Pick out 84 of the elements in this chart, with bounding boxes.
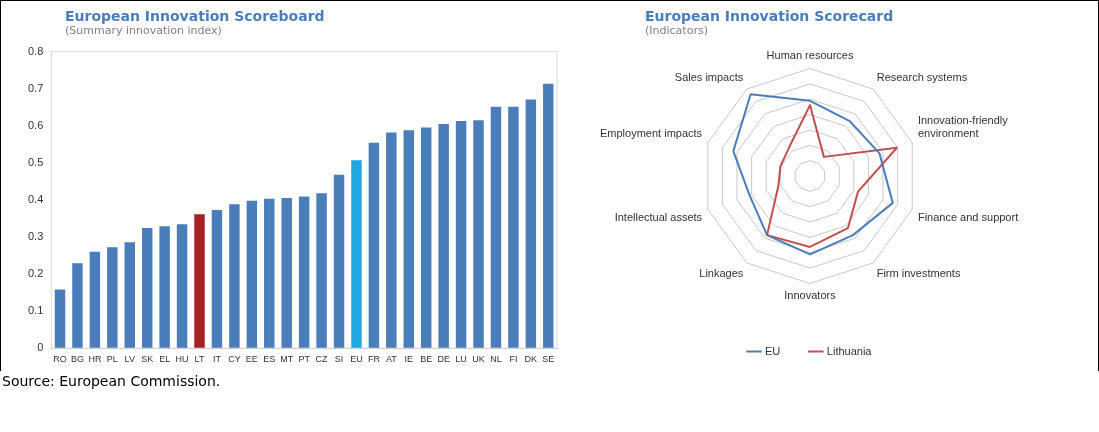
bar [473, 120, 484, 349]
x-tick-label: HU [175, 354, 189, 365]
spoke-label: Research systems [876, 70, 968, 83]
y-tick-label: 0.8 [27, 44, 44, 57]
y-tick-label: 0.7 [27, 81, 44, 94]
bar [141, 228, 153, 349]
y-tick-label: 0.4 [27, 192, 44, 205]
spoke-label: Employment impacts [599, 127, 703, 140]
x-tick-label: HR [88, 354, 102, 365]
x-tick-label: SK [141, 354, 154, 365]
chart-title: European Innovation Scorecard [645, 8, 895, 24]
bar [229, 204, 240, 349]
chart-subtitle: (Indicators) [645, 24, 709, 37]
x-tick-label: DK [524, 354, 538, 365]
bar [159, 226, 170, 349]
y-tick-label: 0.3 [27, 230, 44, 243]
x-tick-label: IT [212, 354, 222, 365]
x-tick-label: AT [385, 354, 398, 365]
bar [525, 99, 537, 349]
x-tick-label: NL [490, 354, 502, 365]
bar [316, 193, 327, 349]
chart-subtitle: (Summary innovation index) [65, 24, 223, 37]
y-tick-label: 0.1 [27, 304, 44, 317]
y-tick-label: 0 [37, 341, 44, 354]
bar [298, 196, 310, 349]
bar [368, 142, 380, 349]
bar [72, 263, 83, 349]
bar [490, 106, 502, 349]
x-tick-label: IE [404, 354, 414, 365]
x-tick-label: EU [350, 354, 363, 365]
bar [351, 160, 362, 349]
spoke-label: Innovation-friendly environment [917, 114, 1009, 140]
y-tick-label: 0.5 [27, 155, 44, 168]
x-tick-label: SE [542, 354, 555, 365]
x-tick-label: CY [228, 354, 241, 365]
x-tick-label: PL [106, 354, 118, 365]
legend-label: Lithuania [826, 344, 873, 357]
x-tick-label: CZ [315, 354, 329, 365]
spoke-label: Sales impacts [674, 70, 744, 83]
bar [107, 247, 118, 349]
x-tick-label: DE [437, 354, 450, 365]
x-tick-label: SI [334, 354, 344, 365]
x-tick-label: RO [53, 354, 67, 365]
bar [176, 224, 188, 349]
x-tick-label: EL [159, 354, 171, 365]
spoke-label: Firm investments [876, 267, 961, 280]
x-tick-label: PT [298, 354, 311, 365]
bar [281, 198, 292, 349]
bar [508, 106, 519, 349]
x-tick-label: ES [263, 354, 276, 365]
bar [420, 127, 432, 349]
spoke-label: Human resources [766, 48, 854, 61]
x-tick-label: LV [124, 354, 135, 365]
bar [89, 251, 101, 349]
spoke-label: Innovators [784, 289, 837, 302]
bar [438, 123, 449, 349]
bar [194, 214, 205, 349]
bar [333, 174, 345, 349]
x-tick-label: FI [509, 354, 518, 365]
x-tick-label: UK [472, 354, 485, 365]
bar [403, 130, 415, 349]
y-tick-label: 0.2 [27, 267, 44, 280]
spoke-label: Intellectual assets [614, 210, 703, 223]
spoke-label: Linkages [699, 267, 744, 280]
legend-label: EU [765, 344, 781, 357]
bar [543, 83, 554, 349]
x-tick-label: LU [455, 354, 467, 365]
bar [264, 198, 275, 349]
bar [246, 200, 258, 349]
spoke-label: Finance and support [917, 210, 1019, 223]
bar [124, 242, 135, 349]
x-tick-label: LT [194, 354, 205, 365]
source-note: Source: European Commission. [2, 373, 221, 389]
bar [211, 209, 223, 349]
x-tick-label: MT [280, 354, 294, 365]
bar [455, 120, 467, 349]
x-tick-label: BG [70, 354, 84, 365]
bar [54, 289, 66, 349]
y-tick-label: 0.6 [27, 118, 44, 131]
chart-title: European Innovation Scoreboard [65, 8, 326, 24]
x-tick-label: BE [420, 354, 433, 365]
x-tick-label: FR [367, 354, 381, 365]
bar [386, 132, 397, 349]
x-tick-label: EE [245, 354, 258, 365]
